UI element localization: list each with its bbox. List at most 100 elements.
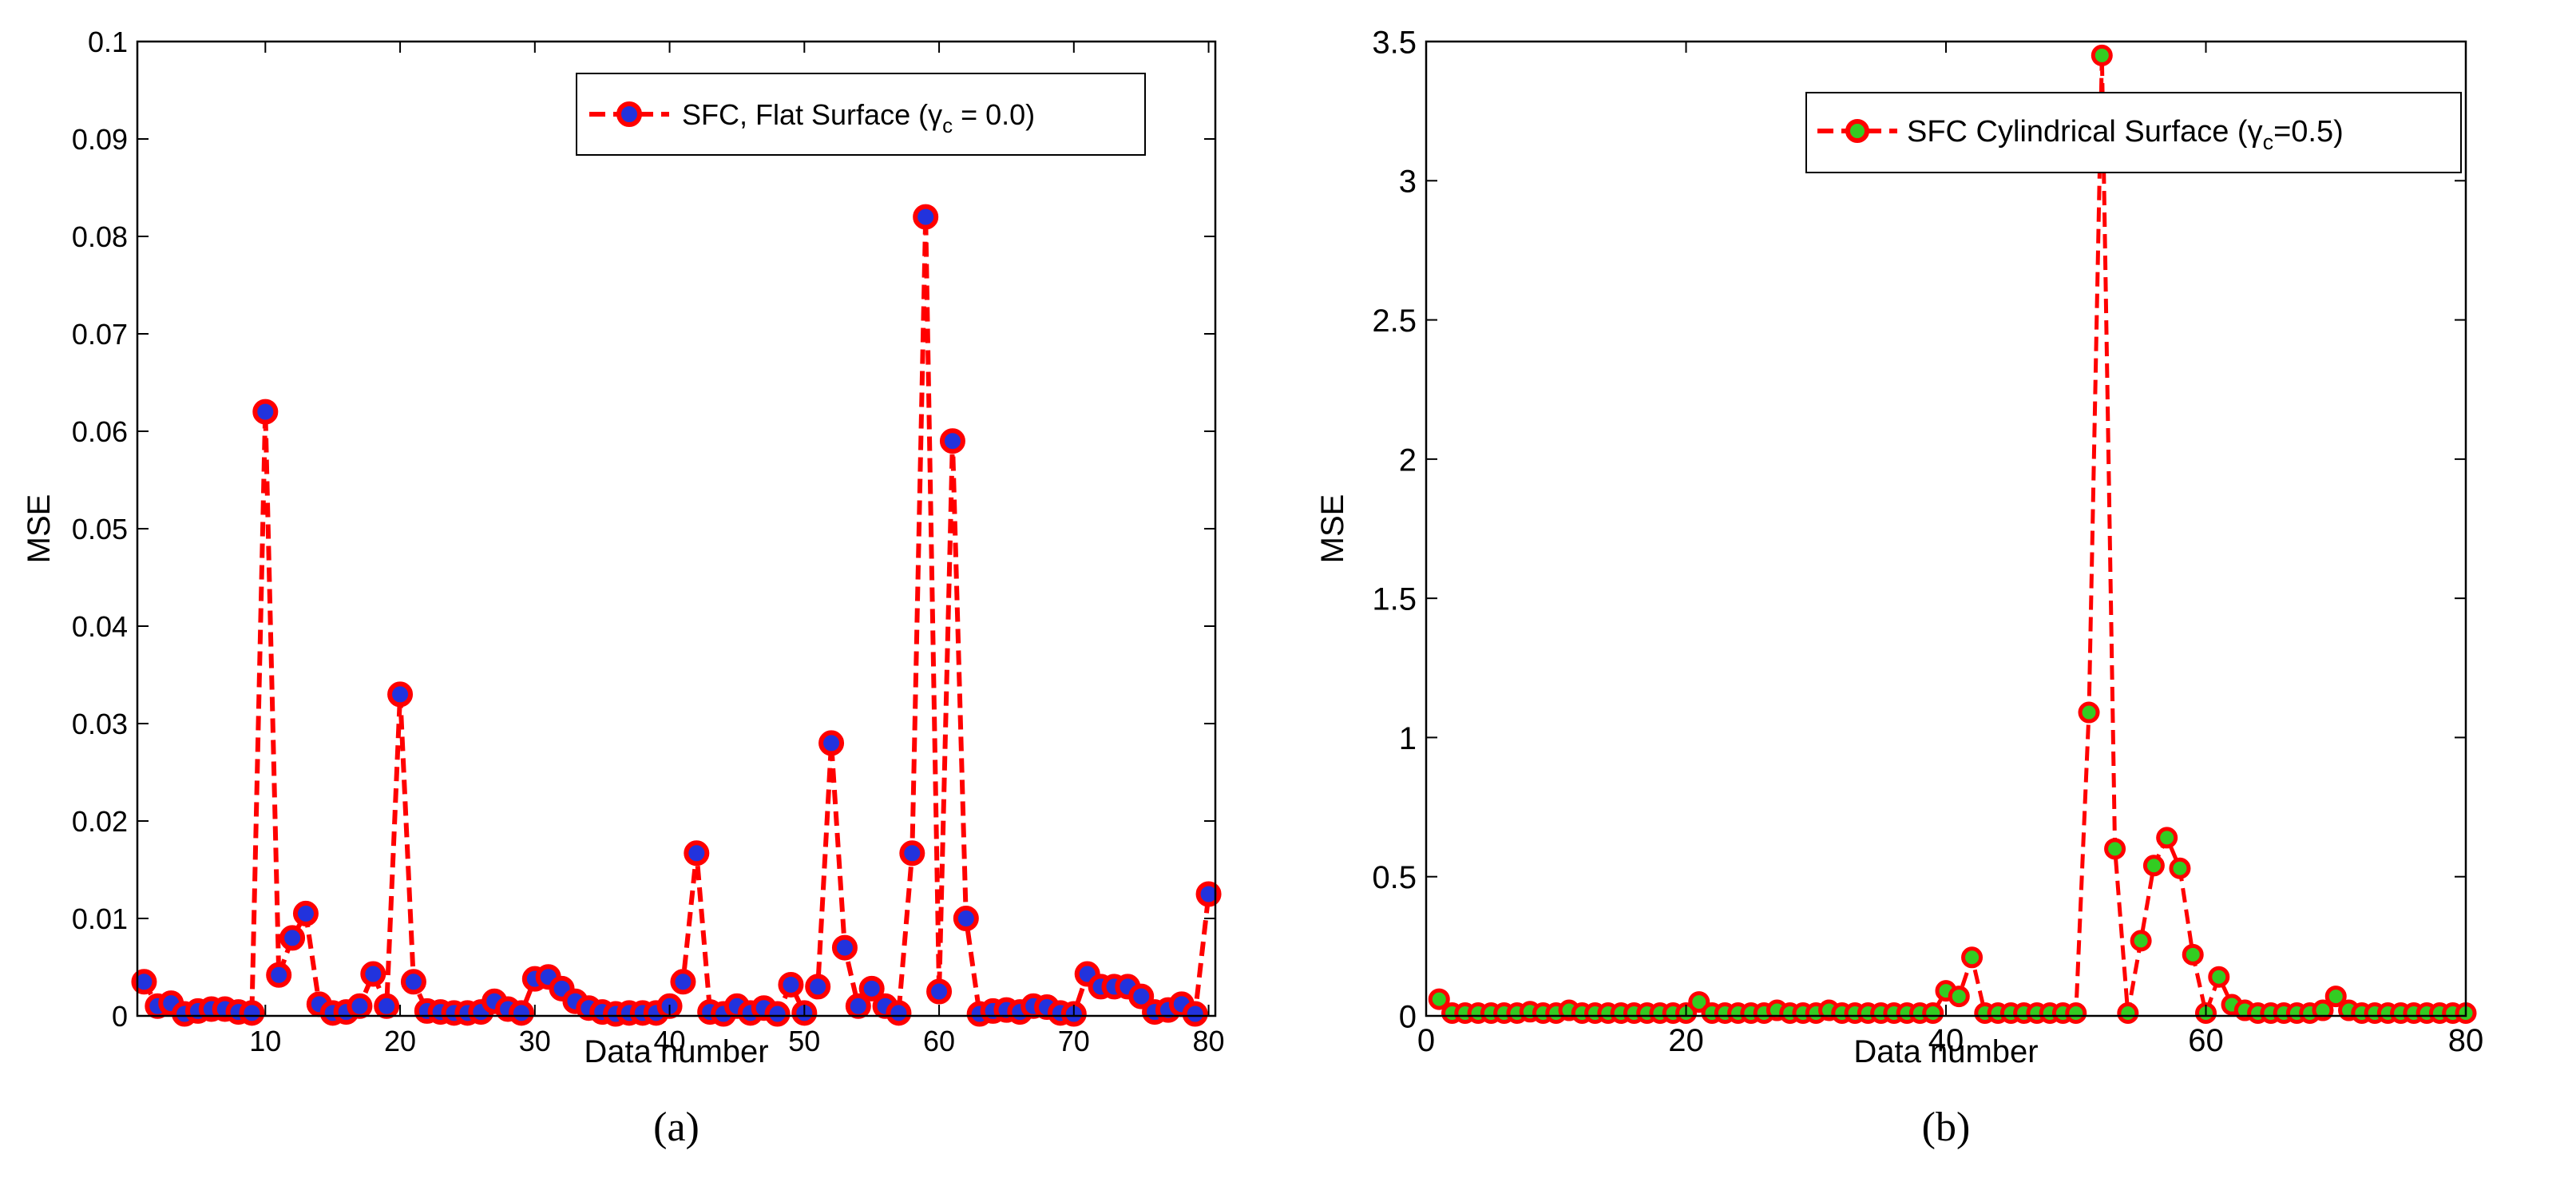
panel-a-data-point xyxy=(1195,881,1222,907)
panel-b-ytick-label: 0.5 xyxy=(1372,860,1417,895)
panel-a-axes-box xyxy=(136,40,1217,1017)
panel-a-xlabel: Data number xyxy=(584,1034,768,1069)
panel-a-data-point xyxy=(508,1000,534,1026)
panel-a-ytick-label: 0.04 xyxy=(72,610,128,643)
panel-b-data-point xyxy=(2130,930,2152,952)
panel-a-data-point xyxy=(1182,1001,1208,1027)
panel-b-ytick-label: 3 xyxy=(1399,165,1417,200)
panel-a-ytick-label: 0.06 xyxy=(72,415,128,448)
panel-a-caption: (a) xyxy=(653,1105,699,1150)
panel-a-ticks: 10 20 30 40 50 60 70 80 0 0.01 0.02 0.03 0.04 0.05 0.0… xyxy=(72,26,1225,1057)
panel-b-ticks: 0 20 40 60 80 0 0.5 1 1.5 2 2.5 3 3.5 xyxy=(1372,25,2483,1058)
panel-a-legend-box xyxy=(576,73,1146,156)
panel-b-data-point xyxy=(1922,1002,1944,1025)
panel-a-legend: SFC, Flat Surface (γc = 0.0) xyxy=(576,73,1146,156)
panel-a-xtick-label: 10 xyxy=(249,1025,281,1057)
panel-a-ytick-label: 0.07 xyxy=(72,318,128,351)
panel-b-legend-label: SFC Cylindrical Surface (γc=0.5) xyxy=(1907,115,2344,154)
panel-b-data-point xyxy=(2312,999,2334,1021)
panel-a-plot-area xyxy=(131,204,1222,1027)
panel-b-xtick-label: 60 xyxy=(2188,1023,2224,1058)
panel-a-ytick-label: 0 xyxy=(112,1000,128,1033)
panel-b-legend-marker xyxy=(1845,119,1869,143)
panel-a-data-point xyxy=(360,961,386,987)
panel-a-data-point xyxy=(347,993,373,1019)
panel-a-data-point xyxy=(805,974,831,1000)
panel-a-data-point xyxy=(886,1000,912,1026)
panel-b-ytick-label: 0 xyxy=(1399,999,1417,1034)
panel-b-plot-area xyxy=(1428,44,2477,1025)
panel-a-data-point xyxy=(818,730,845,756)
panel-b-data-point xyxy=(1948,986,1970,1008)
panel-a-data-point xyxy=(292,900,319,926)
panel-b-data-point xyxy=(2208,966,2230,988)
panel-b-data-point xyxy=(2078,701,2100,724)
panel-a-ytick-label: 0.01 xyxy=(72,902,128,935)
panel-a-data-point xyxy=(953,906,979,931)
panel-b-data-point xyxy=(1428,988,1450,1010)
panel-b-series-line xyxy=(1437,53,2466,1015)
panel-b-data-point xyxy=(2117,1002,2139,1025)
panel-a-xtick-label: 70 xyxy=(1058,1025,1090,1057)
panel-a-data-point xyxy=(1128,983,1155,1009)
panel-a-ytick-label: 0.08 xyxy=(72,220,128,253)
panel-b-legend-box xyxy=(1805,92,2462,173)
panel-b-data-point xyxy=(1961,946,1984,969)
panel-a-data-point xyxy=(831,934,858,961)
panel-a-xtick-label: 80 xyxy=(1193,1025,1225,1057)
panel-a-data-point xyxy=(279,925,306,951)
panel-b-data-point xyxy=(2065,1002,2087,1025)
panel-a-data-point xyxy=(926,978,953,1005)
panel-a-data-point xyxy=(858,975,885,1002)
panel-b-ytick-label: 1 xyxy=(1399,721,1417,756)
panel-a-data-point xyxy=(939,428,965,454)
panel-a-ytick-label: 0.03 xyxy=(72,708,128,740)
panel-b-data-point xyxy=(2104,838,2126,860)
panel-a-legend-marker xyxy=(616,101,642,127)
panel-a-data-point xyxy=(387,681,414,708)
panel-a-ytick-label: 0.09 xyxy=(72,123,128,156)
panel-a-ytick-label: 0.1 xyxy=(88,26,128,58)
panel-b-data-point xyxy=(2182,943,2204,966)
panel-b-data-point xyxy=(2156,827,2178,849)
panel-a-ylabel: MSE xyxy=(22,494,57,564)
panel-a-data-point xyxy=(131,969,157,995)
panel-b-ytick-label: 1.5 xyxy=(1372,582,1417,617)
panel-a-data-point xyxy=(266,962,292,988)
panel-b-data-point xyxy=(2169,857,2191,879)
panel-b-xtick-label: 0 xyxy=(1417,1023,1435,1058)
panel-a-data-point xyxy=(778,971,804,998)
panel-a-xtick-label: 60 xyxy=(923,1025,955,1057)
panel-b-ytick-label: 2.5 xyxy=(1372,303,1417,339)
panel-b-axes-box xyxy=(1425,40,2467,1017)
panel-a-xtick-label: 40 xyxy=(654,1025,686,1057)
panel-b-data-point xyxy=(1688,991,1710,1013)
panel-b-caption: (b) xyxy=(1922,1105,1971,1150)
panel-b-xtick-label: 20 xyxy=(1668,1023,1704,1058)
panel-b-data-point xyxy=(2324,986,2347,1008)
panel-a-data-point xyxy=(899,840,925,867)
panel-a-ytick-label: 0.05 xyxy=(72,513,128,545)
panel-a-legend-label: SFC, Flat Surface (γc = 0.0) xyxy=(682,98,1035,137)
panel-a-data-point xyxy=(684,840,710,867)
panel-b-ytick-label: 3.5 xyxy=(1372,25,1417,60)
panel-a-data-point xyxy=(913,204,939,230)
panel-b: 0 20 40 60 80 0 0.5 1 1.5 2 2.5 3 3.5 Data number MS… xyxy=(1315,25,2483,1150)
panel-a-data-point xyxy=(764,1001,791,1027)
panel-b-xlabel: Data number xyxy=(1853,1034,2038,1069)
panel-b-data-point xyxy=(2142,855,2165,877)
panel-a-series-line xyxy=(141,214,1211,1017)
panel-b-legend: SFC Cylindrical Surface (γc=0.5) xyxy=(1805,92,2462,173)
panel-a-xtick-label: 50 xyxy=(788,1025,820,1057)
panel-b-ylabel: MSE xyxy=(1315,494,1350,564)
panel-a-ytick-label: 0.02 xyxy=(72,805,128,838)
panel-a-xtick-label: 20 xyxy=(384,1025,416,1057)
panel-b-data-point xyxy=(2091,44,2113,66)
panel-a-data-point xyxy=(400,969,426,995)
panel-b-ytick-label: 2 xyxy=(1399,442,1417,478)
panel-b-xtick-label: 40 xyxy=(1928,1023,1964,1058)
panel-a-data-point xyxy=(374,993,400,1019)
panel-b-xtick-label: 80 xyxy=(2448,1023,2484,1058)
panel-a: 10 20 30 40 50 60 70 80 0 0.01 0.02 0.03 0.04 0.05 0.0… xyxy=(22,26,1225,1150)
